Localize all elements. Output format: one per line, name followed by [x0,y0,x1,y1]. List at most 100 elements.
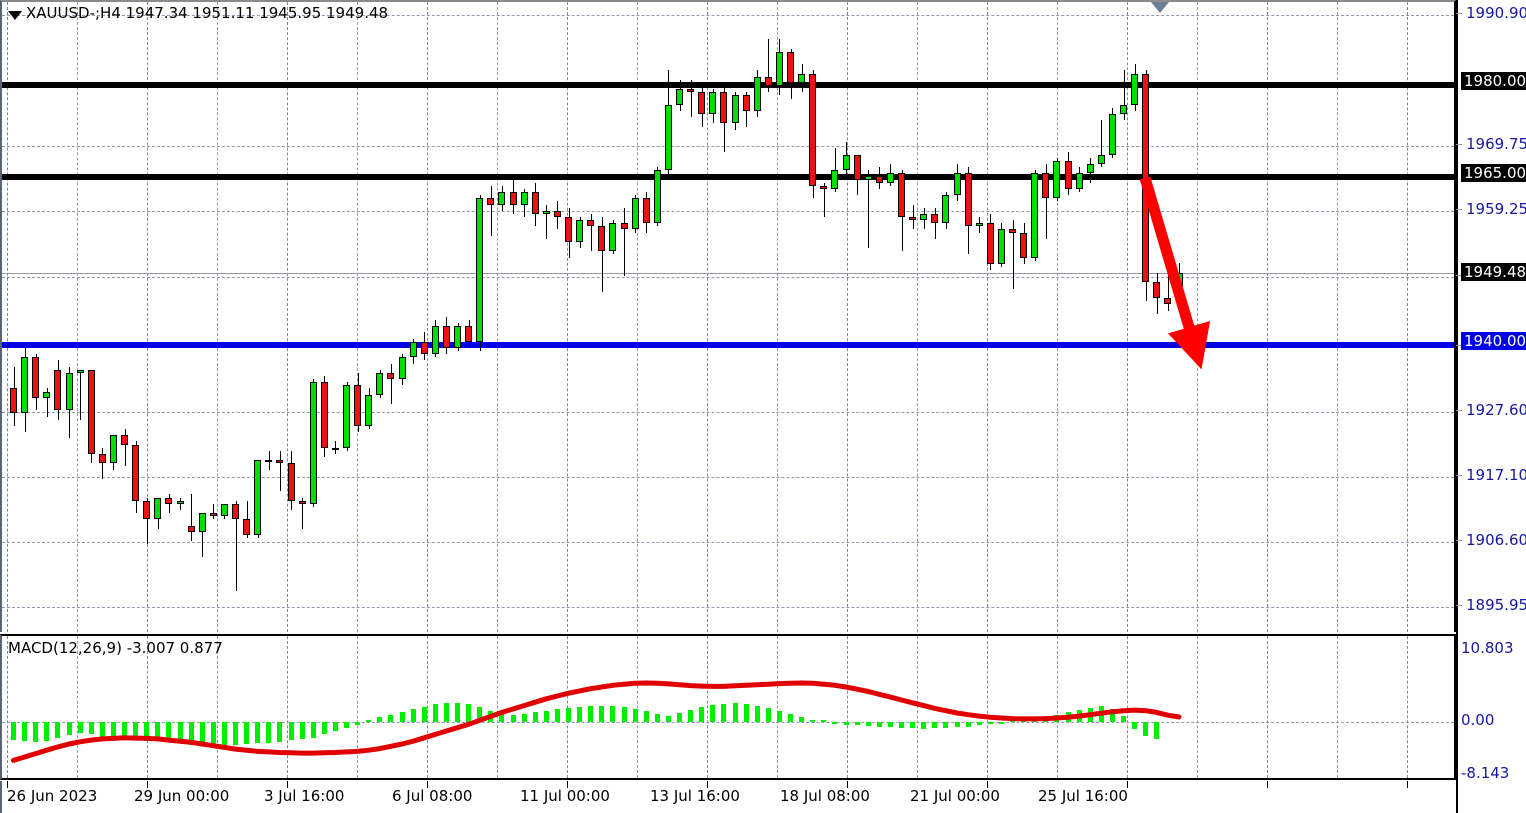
macd-histogram-bar [133,722,138,741]
candle-bullish [221,503,228,517]
candle-wick [191,494,192,542]
price-chart-pane[interactable]: XAUUSD-;H4 1947.34 1951.11 1945.95 1949.… [0,0,1456,632]
candle-bearish [876,176,883,183]
candle-bullish [310,382,317,504]
triangle-down-icon[interactable] [8,11,22,20]
time-tick-label: 11 Jul 00:00 [520,787,610,805]
candle-bearish [387,372,394,380]
price-tick-label: 1917.10 [1466,466,1526,484]
price-tick-mark [1456,540,1462,541]
candle-bullish [1031,173,1038,258]
macd-histogram-bar [755,706,760,722]
candle-bearish [765,76,772,87]
candle-bearish [99,453,106,464]
macd-signal-line [11,680,1182,763]
candle-bullish [920,213,927,221]
macd-histogram-bar [155,722,160,742]
macd-histogram-bar [400,711,405,722]
time-gridline [77,2,78,632]
macd-histogram-bar [888,722,893,728]
macd-histogram-bar [577,706,582,722]
candle-bullish [732,95,739,124]
candle-wick [546,204,547,239]
macd-histogram-bar [433,704,438,722]
candle-wick [47,388,48,417]
price-tick-label: 1906.60 [1466,531,1526,549]
candle-wick [280,450,281,492]
macd-histogram-bar [244,722,249,745]
macd-histogram-bar [1110,709,1115,722]
time-gridline [1057,2,1058,632]
candle-wick [391,363,392,405]
time-tick-mark [1407,781,1408,788]
candle-bullish [843,154,850,171]
candle-bearish [1164,298,1171,305]
candle-bearish [554,210,561,217]
price-tick-mark [1456,209,1462,210]
candle-bullish [343,385,350,448]
macd-histogram-bar [499,713,504,722]
time-tick-label: 18 Jul 08:00 [780,787,870,805]
macd-histogram-bar [266,722,271,743]
candle-bullish [376,372,383,395]
macd-histogram-bar [544,710,549,722]
price-gridline [2,211,1454,212]
macd-histogram-bar [422,706,427,722]
candle-bearish [909,217,916,221]
macd-histogram-bar [222,722,227,746]
macd-histogram-bar [821,720,826,722]
macd-histogram-bar [910,722,915,729]
macd-histogram-bar [55,722,60,739]
candle-bullish [798,73,805,83]
macd-histogram-bar [955,722,960,728]
macd-histogram-bar [1143,722,1148,736]
macd-histogram-bar [688,710,693,722]
price-gridline [2,146,1454,147]
macd-indicator-pane[interactable]: MACD(12,26,9) -3.007 0.877 [0,634,1456,780]
candle-wick [180,497,181,511]
macd-histogram-bar [411,709,416,722]
price-axis[interactable]: 1990.901980.001969.751965.001959.251948.… [1456,0,1526,813]
candle-bearish [809,73,816,186]
macd-histogram-bar [1154,722,1159,739]
macd-histogram-bar [333,722,338,732]
resistance-1965[interactable] [2,174,1454,180]
macd-label: MACD(12,26,9) -3.007 0.877 [8,639,223,657]
time-gridline [7,636,8,778]
candle-bullish [454,326,461,348]
candle-wick [1101,120,1102,168]
last-price-1949.48[interactable] [2,273,1454,274]
macd-histogram-bar [111,722,116,738]
candle-bullish [432,326,439,355]
macd-histogram-bar [610,706,615,722]
candle-bullish [954,173,961,196]
macd-histogram-bar [455,702,460,722]
macd-histogram-bar [766,708,771,722]
macd-histogram-bar [233,722,238,745]
macd-histogram-bar [566,707,571,722]
time-tick-label: 13 Jul 16:00 [650,787,740,805]
resistance-1980[interactable] [2,82,1454,88]
price-gridline [2,607,1454,608]
price-tick-label: 1959.25 [1466,200,1526,218]
candle-bearish [621,223,628,230]
candle-bearish [288,463,295,501]
macd-histogram-bar [277,722,282,742]
candle-wick [602,217,603,292]
candle-wick [824,182,825,217]
candle-bullish [254,460,261,535]
macd-histogram-bar [832,722,837,724]
support-1940[interactable] [2,342,1454,348]
candle-bearish [321,382,328,448]
macd-histogram-bar [144,722,149,741]
candle-bearish [854,154,861,180]
macd-tick-label: 10.803 [1461,639,1514,657]
candle-bearish [354,385,361,426]
price-tick-mark [1456,605,1462,606]
candle-bullish [998,229,1005,264]
price-tick-label: 1969.75 [1466,135,1526,153]
macd-histogram-bar [622,707,627,722]
time-gridline [917,636,918,778]
price-tick-label: 1990.90 [1466,4,1526,22]
macd-histogram-bar [899,722,904,728]
